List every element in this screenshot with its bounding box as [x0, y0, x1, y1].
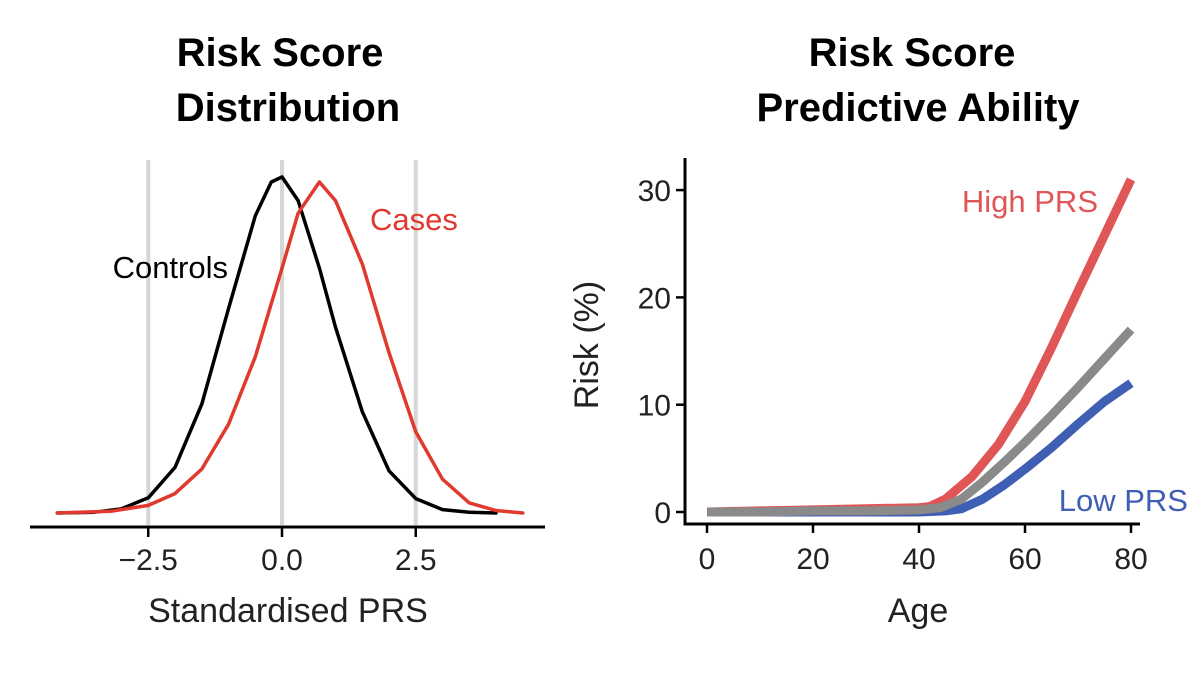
x-tick-label: 80	[1114, 543, 1147, 576]
x-axis-ticks: −2.5 0.0 2.5	[119, 528, 437, 577]
y-tick-label: 0	[654, 497, 671, 530]
y-tick-label: 20	[638, 282, 671, 315]
predictive-panel: Risk Score Predictive Ability 0 10 20 30 0 2…	[568, 31, 1188, 630]
series-line-high-prs	[706, 177, 1136, 517]
series-label-controls: Controls	[113, 250, 228, 285]
series-group	[706, 177, 1136, 517]
x-tick-label: 0	[699, 543, 716, 576]
series-label-high-prs: High PRS	[962, 184, 1098, 219]
series-label-cases: Cases	[370, 202, 458, 237]
x-tick-label: 60	[1008, 543, 1041, 576]
reference-lines	[146, 160, 418, 525]
x-axis-ticks: 0 20 40 60 80	[699, 524, 1148, 576]
chart-title-line-1: Risk Score	[177, 31, 384, 75]
x-tick-label: 0.0	[261, 544, 303, 577]
series-line-controls	[55, 175, 498, 515]
x-tick-label: −2.5	[119, 544, 178, 577]
y-tick-label: 30	[638, 175, 671, 208]
series-group	[55, 175, 525, 515]
x-tick-label: 20	[796, 543, 829, 576]
x-tick-label: 2.5	[395, 544, 437, 577]
chart-title-line-1: Risk Score	[809, 31, 1016, 75]
series-line-cases	[55, 180, 525, 515]
x-tick-label: 40	[902, 543, 935, 576]
y-axis-ticks: 0 10 20 30	[638, 175, 685, 530]
chart-title-line-2: Distribution	[176, 86, 400, 130]
x-axis-label: Standardised PRS	[148, 592, 428, 630]
y-axis-label: Risk (%)	[568, 281, 606, 409]
series-label-low-prs: Low PRS	[1059, 483, 1188, 518]
chart-title-line-2: Predictive Ability	[756, 86, 1080, 130]
x-axis-label: Age	[888, 592, 949, 630]
distribution-panel: Risk Score Distribution −2.5 0.0 2.5 Contr…	[30, 31, 545, 630]
series-line-average	[707, 326, 1135, 517]
y-tick-label: 10	[638, 390, 671, 423]
